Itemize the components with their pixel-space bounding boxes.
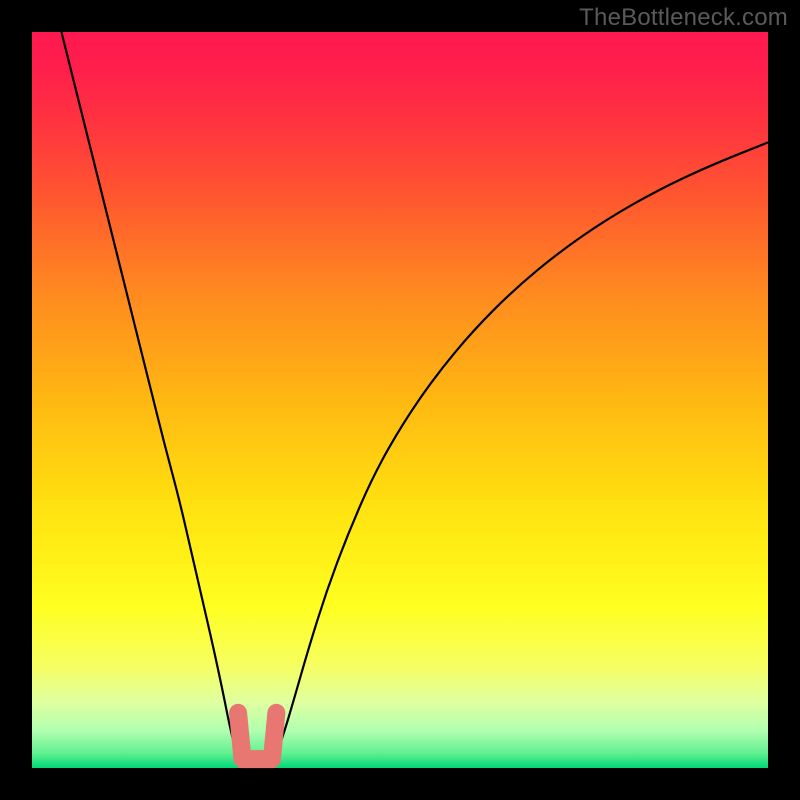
bottleneck-curve-left — [61, 32, 239, 759]
optimal-range-bracket — [238, 713, 276, 759]
curve-layer — [32, 32, 768, 768]
watermark-text: TheBottleneck.com — [579, 4, 788, 32]
bottleneck-curve-right — [275, 142, 768, 759]
plot-area — [32, 32, 768, 768]
